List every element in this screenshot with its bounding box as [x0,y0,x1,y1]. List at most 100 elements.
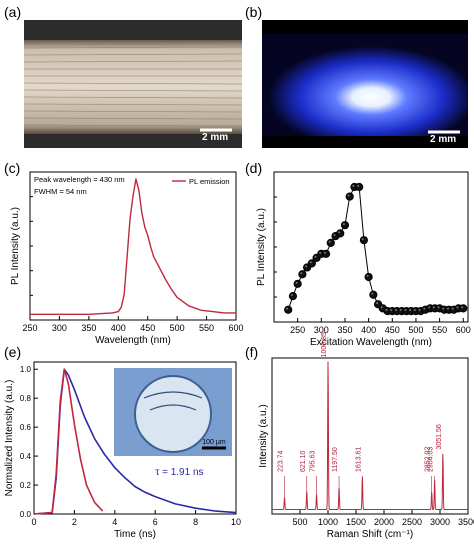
raman-peak-label: 621.10 [300,450,307,472]
excitation-point-highlight [314,255,317,258]
excitation-point-highlight [394,308,397,311]
scale-bar-b-label: 2 mm [430,134,457,145]
excitation-point-highlight [352,184,355,187]
excitation-point-highlight [328,240,331,243]
x-tick-label-c: 250 [22,323,37,333]
raman-peak-label: 1613.61 [355,447,362,472]
raman-peak-label: 1197.50 [332,447,339,472]
excitation-point [340,221,350,230]
photo-layered-film: 2 mm [24,20,242,148]
excitation-point-highlight [323,251,326,254]
x-tick-label-f: 3500 [458,517,474,527]
x-axis-label-e: Time (ns) [114,529,156,540]
excitation-point [345,192,354,201]
excitation-point-highlight [446,307,449,310]
excitation-point [298,270,307,279]
x-tick-label-d: 500 [408,325,423,335]
raman-peak-label: 3051.56 [436,424,443,449]
excitation-point [355,182,364,192]
x-tick-label-c: 350 [81,323,96,333]
y-tick-label-e: 0.8 [20,394,32,403]
x-tick-label-c: 450 [140,323,155,333]
excitation-point-highlight [404,308,407,311]
irf-curve [33,368,104,515]
excitation-point-highlight [366,274,369,277]
excitation-point [288,291,298,301]
inset-droplet [134,375,212,453]
x-tick-label-d: 250 [290,325,305,335]
excitation-point-highlight [451,307,454,310]
x-tick-label-e: 8 [193,517,198,527]
excitation-point [369,290,378,299]
excitation-point-highlight [437,306,440,309]
y-tick-label-e: 0.4 [20,452,32,461]
excitation-point-highlight [413,308,416,311]
photo-a-graphic [24,40,242,134]
excitation-point-highlight [347,194,350,197]
excitation-point [459,304,468,313]
excitation-point-highlight [423,307,426,310]
excitation-point [326,238,335,248]
excitation-point-highlight [432,306,435,309]
excitation-point-highlight [319,251,322,254]
legend-label-c: PL emission [189,177,230,186]
x-tick-label-d: 450 [385,325,400,335]
raman-peak-label: 795.63 [310,450,317,472]
x-tick-label-f: 3000 [430,517,450,527]
scale-bar-a-label: 2 mm [202,132,229,143]
plot-frame-e [33,361,237,515]
x-tick-label-f: 1500 [346,517,366,527]
excitation-point-highlight [361,238,364,241]
x-tick-label-f: 2000 [374,517,394,527]
raman-peak-label: 223.74 [278,450,285,472]
excitation-point-highlight [333,233,336,236]
excitation-point-highlight [290,293,293,296]
x-axis-label-d: Excitation Wavelength (nm) [310,337,432,348]
x-tick-label-e: 0 [31,517,36,527]
x-tick-label-d: 550 [432,325,447,335]
x-tick-label-e: 2 [72,517,77,527]
x-tick-label-d: 350 [337,325,352,335]
excitation-point [284,305,293,314]
excitation-point-highlight [461,306,464,309]
x-tick-label-c: 600 [228,323,243,333]
y-axis-label-d: PL Intensity (a.u.) [256,208,267,286]
excitation-point-highlight [418,308,421,311]
plot-frame-f [271,357,469,515]
y-axis-label-e: Normalized Intensity (a.u.) [4,380,15,497]
raman-spectrum [271,361,469,511]
raman-peak-label: 1000.85 [321,332,328,357]
x-tick-label-c: 500 [170,323,185,333]
inset-scale-label: 100 μm [202,439,226,446]
annotation-peak: Peak wavelength = 430 nm [34,175,125,184]
annotation-fwhm: FWHM = 54 nm [34,187,87,196]
excitation-point-highlight [295,281,298,284]
panel-label-d: (d) [245,160,263,176]
photo-blue-emission: 2 mm [262,20,468,148]
excitation-point-highlight [390,308,393,311]
panel-label-c: (c) [4,160,21,176]
y-axis-label-c: PL Intensity (a.u.) [10,207,21,285]
excitation-point-highlight [357,184,360,187]
excitation-point-highlight [305,265,308,268]
excitation-point-highlight [385,308,388,311]
excitation-point-highlight [338,231,341,234]
y-tick-label-e: 0.6 [20,423,32,432]
x-tick-label-c: 400 [111,323,126,333]
y-tick-label-e: 0.2 [20,481,32,490]
x-axis-label-c: Wavelength (nm) [95,335,171,346]
excitation-point-highlight [399,308,402,311]
raman-peak-label: 2904.03 [428,447,435,472]
excitation-point-highlight [428,306,431,309]
excitation-point-highlight [442,307,445,310]
x-tick-label-f: 500 [292,517,307,527]
plot-frame-d [273,171,469,323]
excitation-point [336,229,345,238]
excitation-point-highlight [309,261,312,264]
excitation-point-highlight [300,272,303,275]
y-axis-label-f: Intensity (a.u.) [258,404,269,467]
excitation-point-highlight [286,307,289,310]
excitation-point [364,272,373,282]
panel-label-b: (b) [245,4,263,20]
